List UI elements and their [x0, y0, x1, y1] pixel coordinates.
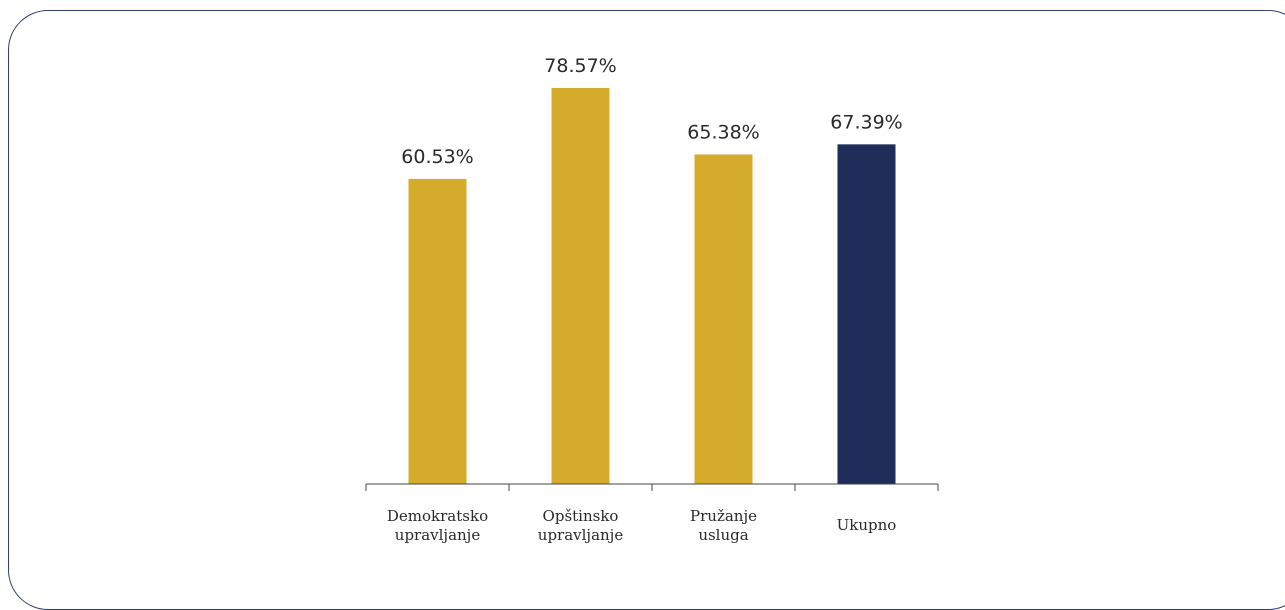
bars-layer — [408, 88, 896, 485]
category-label-0: Demokratsko upravljanje — [387, 507, 488, 544]
bar-chart: 60.53% 78.57% 65.38% 67.39% Demokratsko upra… — [365, 55, 939, 544]
bar-2 — [694, 154, 753, 484]
bar-1 — [551, 88, 610, 484]
value-label-3: 67.39% — [830, 111, 902, 133]
category-label-2: Pružanje usluga — [690, 507, 757, 544]
value-label-0: 60.53% — [401, 146, 473, 168]
x-axis — [365, 483, 939, 491]
value-labels-layer: 60.53% 78.57% 65.38% 67.39% — [401, 55, 902, 168]
value-label-2: 65.38% — [687, 121, 759, 143]
category-label-1: Opštinsko upravljanje — [538, 507, 624, 544]
value-label-1: 78.57% — [544, 55, 616, 77]
category-labels-layer: Demokratsko upravljanje Opštinsko upravljan… — [387, 507, 896, 544]
category-label-3: Ukupno — [837, 516, 897, 534]
bar-0 — [408, 178, 467, 484]
bar-3 — [837, 144, 896, 485]
